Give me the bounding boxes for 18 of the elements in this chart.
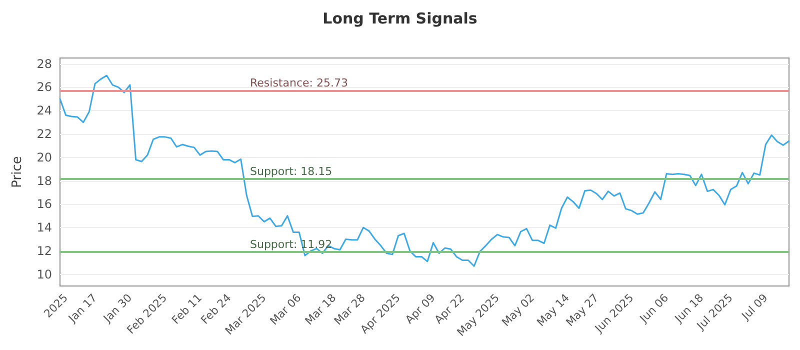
y-axis-title: Price	[10, 156, 25, 188]
y-tick-label: 26	[36, 80, 52, 94]
y-tick-label: 14	[36, 220, 52, 235]
chart-title: Long Term Signals	[322, 10, 478, 28]
y-tick-label: 28	[36, 56, 52, 71]
x-tick-label: Jun 06	[636, 291, 672, 326]
ref-line-label: Support: 18.15	[250, 165, 332, 178]
y-tick-label: 10	[36, 267, 52, 282]
ref-line-label: Resistance: 25.73	[250, 76, 348, 90]
y-tick-label: 12	[36, 244, 52, 258]
x-tick-label: Jul 09	[738, 291, 770, 324]
y-tick-label: 16	[36, 197, 52, 212]
y-tick-label: 22	[36, 127, 52, 141]
y-tick-label: 18	[36, 174, 52, 188]
y-tick-label: 24	[36, 104, 52, 118]
line-series	[59, 74, 790, 267]
x-tick-label: Mar 06	[268, 291, 304, 328]
y-tick-label: 20	[36, 150, 52, 164]
